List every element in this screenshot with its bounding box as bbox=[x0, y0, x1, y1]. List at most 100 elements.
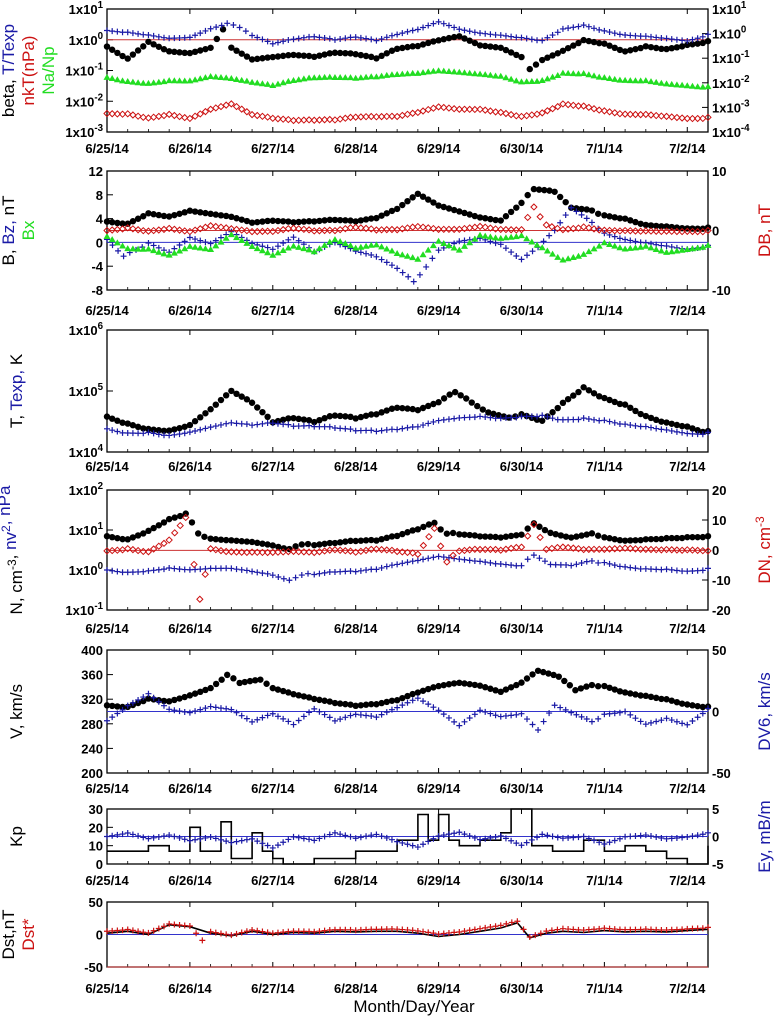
data-point bbox=[568, 204, 575, 211]
data-point bbox=[699, 39, 707, 47]
data-point bbox=[373, 37, 380, 44]
data-point bbox=[445, 104, 453, 112]
data-point bbox=[554, 404, 561, 412]
data-point bbox=[588, 718, 595, 725]
data-point bbox=[321, 697, 328, 704]
tick-label: 0 bbox=[96, 857, 103, 872]
data-point bbox=[367, 225, 375, 233]
data-point bbox=[518, 842, 525, 849]
data-point bbox=[223, 931, 230, 938]
data-point bbox=[404, 70, 411, 77]
data-point bbox=[471, 235, 479, 242]
data-point bbox=[544, 832, 551, 839]
data-point bbox=[217, 565, 224, 572]
series-blue bbox=[104, 412, 711, 439]
data-point bbox=[548, 927, 555, 934]
data-point bbox=[316, 217, 323, 225]
data-point bbox=[393, 547, 401, 556]
data-point bbox=[326, 546, 334, 554]
data-point bbox=[311, 571, 318, 578]
series-black bbox=[103, 667, 712, 711]
data-point bbox=[585, 37, 593, 45]
data-point bbox=[393, 70, 401, 77]
data-point bbox=[305, 246, 313, 253]
data-point bbox=[155, 427, 163, 434]
data-point bbox=[409, 424, 416, 431]
data-point bbox=[693, 546, 702, 555]
data-point bbox=[254, 34, 261, 41]
data-point bbox=[487, 43, 494, 50]
date-tick-label: 6/29/14 bbox=[417, 981, 461, 996]
data-point bbox=[331, 412, 339, 419]
data-point bbox=[502, 225, 510, 234]
data-point bbox=[551, 188, 558, 195]
data-point bbox=[663, 80, 671, 87]
data-point bbox=[207, 535, 214, 542]
data-point bbox=[445, 67, 453, 74]
tick-label: 1x101 bbox=[69, 0, 104, 17]
data-point bbox=[316, 416, 323, 424]
data-point bbox=[502, 234, 510, 241]
data-point bbox=[300, 245, 308, 252]
data-point bbox=[269, 53, 276, 61]
data-point bbox=[435, 553, 442, 560]
data-point bbox=[481, 106, 489, 114]
data-point bbox=[631, 227, 640, 235]
date-tick-label: 6/25/14 bbox=[85, 981, 129, 996]
data-point bbox=[662, 112, 671, 121]
data-point bbox=[553, 543, 562, 552]
data-point bbox=[705, 829, 711, 836]
data-point bbox=[550, 671, 557, 679]
tick-label: 10 bbox=[712, 513, 726, 528]
data-point bbox=[688, 227, 697, 236]
data-point bbox=[373, 214, 380, 222]
data-point bbox=[176, 77, 184, 84]
data-point bbox=[523, 35, 530, 42]
data-point bbox=[578, 205, 585, 213]
data-point bbox=[568, 534, 575, 541]
data-point bbox=[119, 535, 126, 543]
data-point bbox=[502, 46, 510, 54]
data-point bbox=[414, 222, 422, 231]
tick-label: -10 bbox=[712, 573, 731, 588]
data-point bbox=[150, 32, 157, 39]
data-point bbox=[212, 211, 220, 218]
data-point bbox=[627, 217, 634, 224]
data-point bbox=[632, 715, 639, 722]
data-point bbox=[290, 691, 297, 698]
data-point bbox=[482, 835, 489, 842]
data-point bbox=[120, 253, 127, 260]
data-point bbox=[114, 428, 121, 435]
data-point bbox=[673, 224, 681, 231]
data-point bbox=[557, 219, 564, 226]
axis-title-left: N, cm-3, nv2, nPa bbox=[0, 485, 26, 614]
data-point bbox=[248, 242, 256, 249]
data-point bbox=[228, 839, 235, 846]
data-point bbox=[524, 191, 531, 199]
data-point bbox=[388, 562, 395, 569]
data-point bbox=[435, 247, 442, 254]
data-point bbox=[342, 217, 349, 224]
data-point bbox=[104, 717, 110, 724]
data-point bbox=[258, 548, 267, 557]
data-point bbox=[274, 929, 281, 936]
data-point bbox=[616, 400, 624, 408]
data-point bbox=[450, 680, 458, 687]
data-point bbox=[622, 31, 629, 38]
data-point bbox=[388, 706, 395, 713]
data-point bbox=[465, 224, 474, 232]
data-point bbox=[414, 695, 421, 702]
data-point bbox=[414, 927, 421, 934]
data-point bbox=[481, 545, 489, 554]
data-point bbox=[362, 216, 370, 223]
data-point bbox=[150, 834, 157, 841]
tick-label: 200 bbox=[81, 766, 103, 781]
data-point bbox=[429, 104, 438, 112]
data-point bbox=[207, 246, 215, 253]
data-point bbox=[372, 545, 381, 553]
data-point bbox=[487, 414, 494, 421]
data-point bbox=[543, 928, 550, 935]
data-point bbox=[388, 697, 396, 704]
data-point bbox=[425, 701, 432, 708]
